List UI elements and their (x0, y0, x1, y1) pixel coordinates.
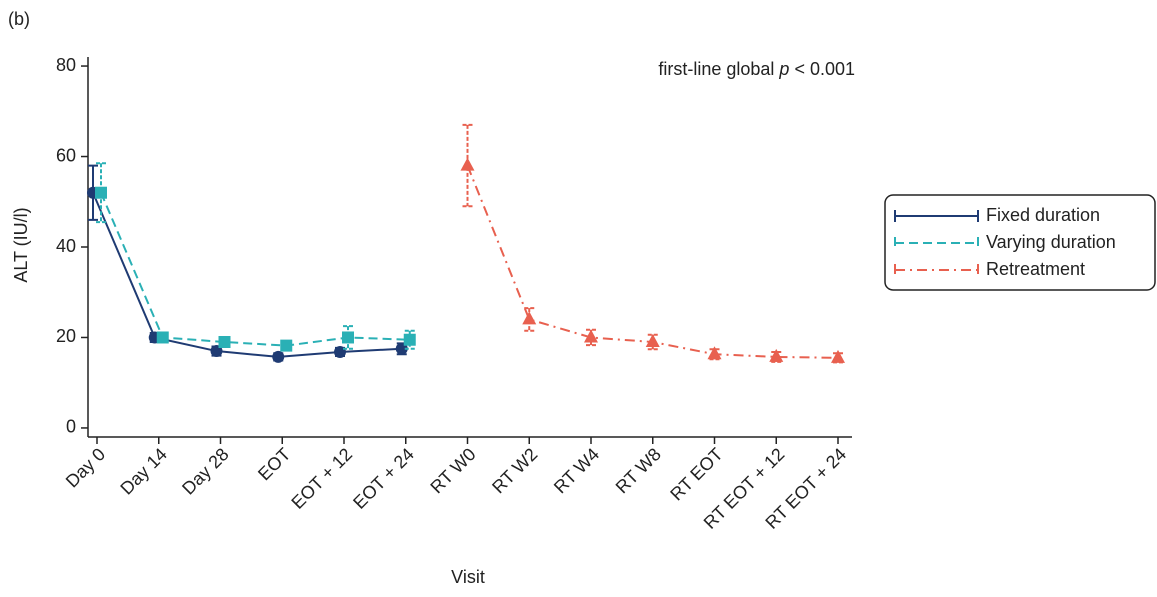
point (769, 348, 784, 362)
point (831, 349, 845, 363)
point (280, 339, 293, 352)
legend-line (894, 264, 979, 276)
point (584, 329, 598, 343)
x-axis-label: Visit (451, 567, 485, 587)
y-tick-label: 0 (66, 417, 76, 437)
x-tick-label: EOT + 24 (349, 444, 418, 513)
point (395, 342, 408, 355)
series-line (100, 192, 410, 347)
x-tick-label: Day 14 (116, 444, 170, 498)
legend-label: Fixed duration (986, 205, 1100, 225)
series-line (92, 192, 402, 358)
annotation: first-line global p < 0.001 (658, 59, 855, 79)
error-bar (343, 325, 353, 350)
point (334, 345, 346, 358)
point (645, 334, 660, 347)
y-tick-label: 60 (56, 145, 76, 165)
x-tick-label: Day 0 (62, 444, 109, 491)
y-tick-label: 20 (56, 326, 76, 346)
error-bar (462, 123, 473, 208)
x-tick-label: RT EOT (666, 444, 726, 504)
x-tick-label: RT W4 (550, 444, 603, 497)
panel-label: (b) (8, 9, 30, 29)
point (342, 331, 354, 344)
error-bar-line (343, 325, 353, 350)
annotation-part: first-line global (658, 59, 779, 79)
legend-label: Retreatment (986, 259, 1085, 279)
point (522, 311, 537, 325)
x-tick-label: Day 28 (178, 444, 232, 498)
y-tick-label: 40 (56, 236, 76, 256)
series-line (466, 165, 839, 359)
point (210, 345, 223, 358)
point (403, 333, 416, 346)
error-bar (96, 162, 106, 224)
point (95, 186, 107, 199)
x-tick-label: RT W8 (612, 444, 665, 497)
point (460, 157, 475, 171)
x-tick-label: RT W2 (488, 444, 541, 497)
error-bar-line (462, 123, 473, 208)
legend-box (884, 194, 1156, 291)
y-tick-label: 80 (56, 55, 76, 75)
legend-line (894, 210, 979, 222)
error-bar-line (96, 162, 106, 224)
annotation-part: < 0.001 (789, 59, 855, 79)
annotation-part: p (778, 59, 789, 79)
point (156, 331, 169, 344)
y-axis-label: ALT (IU/l) (11, 207, 31, 282)
x-tick-label: EOT + 12 (287, 444, 356, 513)
point (218, 336, 231, 348)
x-tick-label: RT W0 (426, 444, 479, 497)
x-tick-label: EOT (254, 444, 294, 484)
legend-line (894, 237, 979, 249)
point (707, 346, 722, 360)
point (272, 350, 285, 363)
legend-label: Varying duration (986, 232, 1116, 252)
